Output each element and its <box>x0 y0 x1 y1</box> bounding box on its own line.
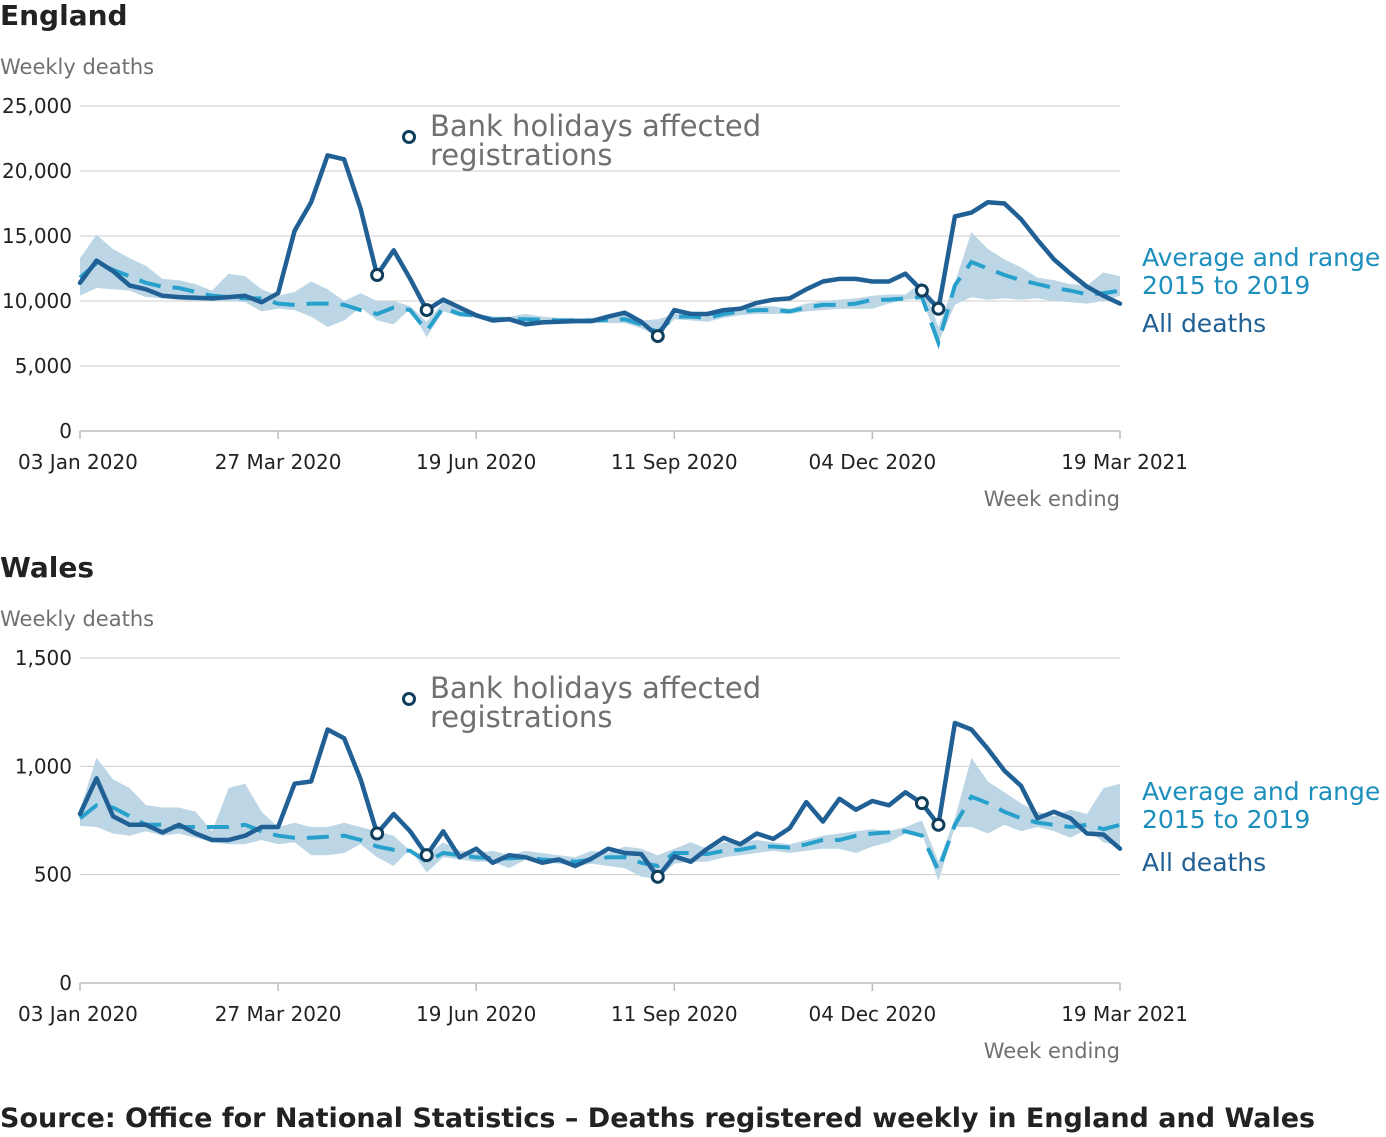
x-tick-label: 19 Jun 2020 <box>416 450 536 474</box>
x-tick-label: 11 Sep 2020 <box>611 1002 738 1026</box>
bank-holiday-marker <box>419 303 434 318</box>
bank-holiday-marker <box>914 283 929 298</box>
annotation-line-1: Bank holidays affected <box>430 671 761 705</box>
bank-holiday-marker <box>650 329 665 344</box>
chart-title: England <box>0 0 128 32</box>
x-tick-label: 19 Mar 2021 <box>1061 450 1188 474</box>
x-tick-label: 19 Jun 2020 <box>416 1002 536 1026</box>
all-deaths-line <box>77 720 1123 880</box>
y-tick-label: 15,000 <box>2 224 72 248</box>
gridlines: 0 5,000 10,000 15,000 20,000 25,000 <box>2 94 1120 443</box>
average-line <box>78 794 1121 876</box>
x-tick-label: 03 Jan 2020 <box>18 1002 138 1026</box>
bank-holiday-marker <box>931 817 946 832</box>
x-axis: 03 Jan 2020 27 Mar 2020 19 Jun 2020 11 Sep … <box>18 983 1188 1026</box>
bank-holiday-marker <box>931 301 946 316</box>
bank-holiday-marker <box>370 268 385 282</box>
bank-holiday-marker <box>419 848 434 863</box>
annotation-marker-icon <box>402 692 416 706</box>
all-deaths-points <box>78 153 1122 338</box>
x-tick-label: 04 Dec 2020 <box>808 1002 936 1026</box>
y-axis-label: Weekly deaths <box>0 55 154 79</box>
bank-holiday-marker <box>370 826 385 841</box>
gridlines: 0 500 1,000 1,500 <box>15 646 1120 995</box>
x-tick-label: 03 Jan 2020 <box>18 450 138 474</box>
legend-all-deaths: All deaths <box>1142 309 1266 338</box>
y-tick-label: 1,500 <box>15 646 72 670</box>
x-tick-label: 11 Sep 2020 <box>611 450 738 474</box>
x-axis-label: Week ending <box>984 1039 1120 1063</box>
bank-holiday-markers <box>370 796 946 884</box>
average-range-band <box>80 232 1120 343</box>
bank-holiday-marker <box>650 869 665 884</box>
legend-average-line-1: Average and range <box>1142 243 1380 272</box>
y-tick-label: 1,000 <box>15 754 72 778</box>
x-tick-label: 04 Dec 2020 <box>808 450 936 474</box>
y-tick-label: 20,000 <box>2 159 72 183</box>
wales-chart: Wales Weekly deaths 0 500 1,000 1,500 03 Ja… <box>0 551 1380 1063</box>
annotation-line-1: Bank holidays affected <box>430 109 761 143</box>
legend-average-line-1: Average and range <box>1142 777 1380 806</box>
source-note: Source: Office for National Statistics –… <box>0 1103 1315 1134</box>
x-tick-label: 27 Mar 2020 <box>215 450 342 474</box>
legend-all-deaths: All deaths <box>1142 848 1266 877</box>
bank-holiday-marker <box>914 796 929 811</box>
y-tick-label: 500 <box>34 863 72 887</box>
y-tick-label: 25,000 <box>2 94 72 118</box>
y-tick-label: 10,000 <box>2 289 72 313</box>
england-chart: England Weekly deaths 0 5,000 10,000 15,000… <box>0 0 1380 511</box>
y-axis-label: Weekly deaths <box>0 607 154 631</box>
x-axis: 03 Jan 2020 27 Mar 2020 19 Jun 2020 11 Sep … <box>18 431 1188 474</box>
annotation-line-2: registrations <box>430 700 612 734</box>
chart-title: Wales <box>0 551 94 584</box>
bank-holiday-markers <box>370 268 946 344</box>
annotation-line-2: registrations <box>430 138 612 172</box>
legend-average-line-2: 2015 to 2019 <box>1142 805 1310 834</box>
x-axis-label: Week ending <box>984 487 1120 511</box>
all-deaths-line <box>77 153 1123 339</box>
x-tick-label: 27 Mar 2020 <box>215 1002 342 1026</box>
legend-average-line-2: 2015 to 2019 <box>1142 271 1310 300</box>
average-range-band <box>80 757 1120 882</box>
y-tick-label: 0 <box>59 971 72 995</box>
y-tick-label: 5,000 <box>15 354 72 378</box>
annotation-marker-icon <box>402 130 416 144</box>
x-tick-label: 19 Mar 2021 <box>1061 1002 1188 1026</box>
y-tick-label: 0 <box>59 419 72 443</box>
